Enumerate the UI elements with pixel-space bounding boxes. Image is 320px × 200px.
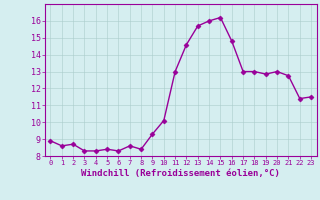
X-axis label: Windchill (Refroidissement éolien,°C): Windchill (Refroidissement éolien,°C) — [81, 169, 280, 178]
